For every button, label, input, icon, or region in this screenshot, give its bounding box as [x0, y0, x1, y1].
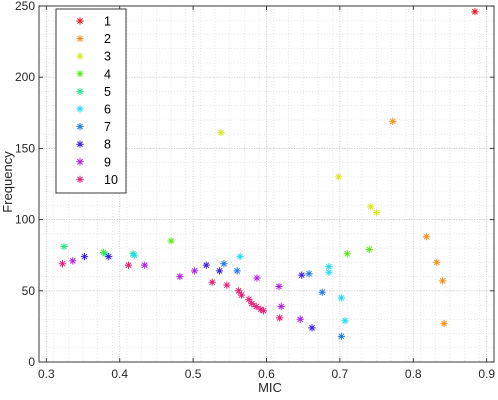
legend-label-1: 1 — [104, 15, 111, 29]
y-tick-label: 250 — [15, 0, 35, 13]
data-point-series-2 — [389, 117, 397, 125]
data-point-series-4 — [365, 245, 373, 254]
data-point-series-6 — [341, 317, 349, 325]
x-tick-label: 0.5 — [185, 367, 202, 381]
data-point-series-9 — [69, 257, 77, 265]
legend-label-8: 8 — [104, 138, 111, 152]
data-point-series-9 — [176, 272, 184, 281]
legend-label-10: 10 — [104, 173, 118, 187]
data-point-series-1 — [471, 8, 479, 16]
data-point-series-3 — [217, 129, 225, 137]
data-point-series-6 — [337, 294, 345, 302]
data-point-series-7 — [233, 267, 241, 275]
data-point-series-2 — [439, 277, 447, 285]
data-point-series-10 — [252, 302, 260, 311]
legend-marker-4 — [76, 70, 84, 78]
data-point-series-6 — [130, 251, 139, 259]
x-axis-label: MIC — [258, 380, 282, 395]
data-point-series-10 — [235, 287, 243, 295]
data-point-series-2 — [440, 319, 448, 328]
legend-label-3: 3 — [104, 50, 111, 64]
data-point-series-10 — [248, 300, 256, 308]
data-point-series-6 — [325, 268, 333, 276]
y-tick-label: 200 — [15, 70, 35, 84]
data-point-series-8 — [298, 271, 306, 279]
data-point-series-9 — [190, 267, 199, 275]
data-point-series-10 — [124, 261, 133, 269]
legend-marker-8 — [76, 140, 84, 148]
data-point-series-8 — [215, 267, 224, 275]
legend-label-4: 4 — [104, 67, 111, 81]
data-point-series-10 — [276, 314, 284, 322]
data-point-series-8 — [105, 253, 113, 261]
data-point-series-6 — [236, 253, 244, 261]
data-point-series-10 — [223, 281, 231, 289]
x-tick-label: 0.9 — [478, 367, 495, 381]
y-tick-label: 50 — [22, 284, 36, 298]
data-point-series-10 — [237, 291, 246, 299]
legend-label-7: 7 — [104, 120, 111, 134]
y-tick-label: 150 — [15, 141, 35, 155]
data-point-series-7 — [337, 332, 345, 340]
x-tick-label: 0.4 — [111, 367, 128, 381]
data-point-series-10 — [257, 305, 265, 313]
data-point-series-5 — [101, 250, 109, 258]
data-point-series-4 — [167, 237, 175, 245]
legend-marker-3 — [76, 52, 84, 60]
legend-marker-10 — [76, 175, 84, 183]
plot-area: 0.3 0.4 0.5 0.6 0.7 0.8 0.9 0 50 100 150 200 250 1 2 3 4… — [15, 0, 495, 381]
data-point-series-6 — [325, 262, 333, 271]
x-tick-label: 0.7 — [332, 367, 349, 381]
data-point-series-9 — [296, 315, 304, 323]
data-point-series-7 — [318, 288, 326, 296]
data-point-series-2 — [422, 233, 431, 241]
data-point-series-4 — [343, 250, 351, 258]
data-point-series-9 — [277, 302, 285, 311]
data-point-series-3 — [372, 208, 381, 217]
data-point-series-8 — [80, 253, 89, 261]
x-tick-label: 0.8 — [405, 367, 422, 381]
data-point-series-10 — [208, 278, 216, 286]
data-point-series-10 — [58, 260, 67, 268]
legend-label-2: 2 — [104, 32, 111, 46]
data-point-series-10 — [259, 307, 268, 315]
y-tick-label: 0 — [28, 355, 35, 369]
legend-marker-9 — [76, 158, 84, 166]
y-tick-label: 100 — [15, 213, 35, 227]
y-axis-label: Frequency — [0, 151, 15, 213]
data-point-series-2 — [433, 258, 441, 266]
legend-label-6: 6 — [104, 103, 111, 117]
data-point-series-9 — [253, 274, 261, 282]
legend-marker-7 — [76, 123, 84, 131]
data-point-series-10 — [245, 295, 253, 303]
data-point-series-5 — [60, 243, 68, 251]
data-point-series-7 — [305, 270, 313, 278]
data-point-series-9 — [141, 261, 149, 269]
legend-marker-1 — [76, 17, 84, 25]
data-point-series-8 — [308, 324, 316, 332]
legend-marker-2 — [76, 35, 84, 43]
legend-marker-6 — [76, 105, 84, 113]
data-point-series-8 — [202, 261, 210, 269]
legend-box — [55, 8, 127, 194]
legend-marker-5 — [76, 87, 84, 95]
data-point-series-9 — [275, 282, 283, 291]
x-tick-label: 0.6 — [258, 367, 275, 381]
data-point-series-3 — [334, 173, 343, 181]
legend-label-5: 5 — [104, 85, 111, 99]
x-tick-label: 0.3 — [38, 367, 55, 381]
data-point-series-3 — [367, 203, 375, 211]
legend-label-9: 9 — [104, 155, 111, 169]
data-point-series-7 — [220, 260, 228, 268]
